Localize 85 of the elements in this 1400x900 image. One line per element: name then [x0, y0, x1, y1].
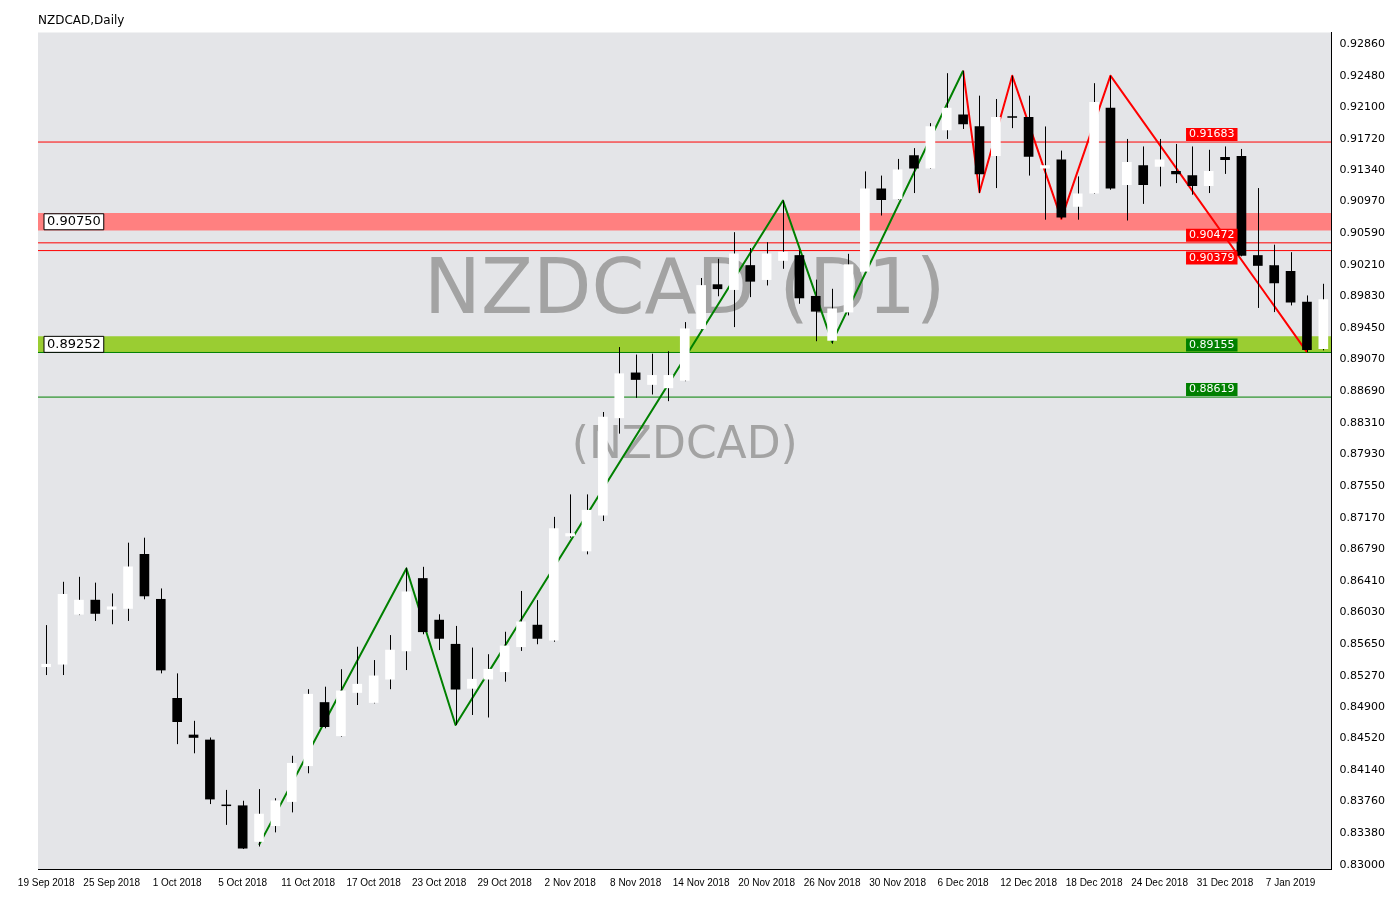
candlestick	[1040, 125, 1050, 221]
candlestick	[1138, 145, 1149, 205]
candlestick	[876, 175, 887, 217]
candlestick	[1220, 145, 1230, 175]
y-tick-label: 0.83760	[1339, 794, 1386, 808]
ref-line-label: 0.90379	[1189, 250, 1235, 264]
ref-line-label: 0.88619	[1189, 382, 1235, 396]
y-tick-label: 0.92860	[1339, 36, 1386, 50]
y-tick-label: 0.88310	[1339, 415, 1386, 429]
x-tick-label: 19 Sep 2018	[17, 876, 75, 888]
candlestick	[1154, 138, 1165, 187]
x-tick-label: 31 Dec 2018	[1196, 876, 1254, 888]
x-tick-label: 7 Jan 2019	[1265, 876, 1316, 888]
x-tick-label: 8 Nov 2018	[610, 876, 662, 888]
candlestick	[467, 647, 477, 716]
x-tick-label: 25 Sep 2018	[83, 876, 141, 888]
y-tick-label: 0.91340	[1339, 163, 1386, 177]
candlestick	[958, 70, 968, 130]
y-tick-label: 0.90210	[1339, 257, 1386, 271]
y-tick-label: 0.89450	[1339, 320, 1386, 334]
ref-line-label: 0.89155	[1189, 337, 1235, 351]
candlestick	[434, 613, 444, 651]
band-label: 0.89252	[47, 335, 101, 351]
candlestick	[663, 350, 674, 402]
y-tick-label: 0.84140	[1339, 762, 1386, 776]
y-tick-label: 0.83000	[1339, 857, 1386, 871]
x-tick-label: 6 Dec 2018	[937, 876, 990, 888]
x-tick-label: 26 Nov 2018	[803, 876, 861, 888]
x-tick-label: 17 Oct 2018	[346, 876, 402, 888]
ref-line-label: 0.91683	[1189, 127, 1235, 141]
candlestick	[172, 672, 183, 745]
x-tick-label: 14 Nov 2018	[672, 876, 730, 888]
chart-title: NZDCAD,Daily	[38, 13, 125, 28]
x-tick-label: 20 Nov 2018	[738, 876, 796, 888]
x-tick-label: 11 Oct 2018	[281, 876, 336, 888]
candlestick	[909, 147, 919, 194]
candlestick	[1269, 244, 1280, 313]
y-tick-label: 0.85650	[1339, 637, 1386, 651]
y-tick-label: 0.84900	[1339, 699, 1386, 713]
y-tick-label: 0.87550	[1339, 478, 1386, 492]
candlestick	[188, 720, 199, 754]
y-tick-label: 0.86790	[1339, 542, 1386, 556]
x-tick-label: 29 Oct 2018	[477, 876, 533, 888]
candlestick	[41, 624, 52, 676]
candlestick	[1253, 187, 1263, 309]
candlestick	[1072, 175, 1083, 221]
y-tick-label: 0.90590	[1339, 225, 1386, 239]
x-tick-label: 12 Dec 2018	[1000, 876, 1058, 888]
y-tick-label: 0.86030	[1339, 605, 1386, 619]
candlestick	[565, 493, 575, 539]
y-tick-label: 0.89830	[1339, 289, 1386, 303]
candlestick	[90, 582, 101, 622]
y-tick-label: 0.92100	[1339, 100, 1386, 114]
candlestick	[352, 646, 363, 706]
y-tick-label: 0.87930	[1339, 447, 1386, 461]
candlestick	[1007, 75, 1018, 129]
candlestick	[941, 72, 952, 140]
x-tick-label: 18 Dec 2018	[1065, 876, 1123, 888]
ref-line-label: 0.90472	[1189, 228, 1235, 242]
x-tick-label: 23 Oct 2018	[411, 876, 467, 888]
x-tick-label: 1 Oct 2018	[152, 876, 203, 888]
y-tick-label: 0.91720	[1339, 131, 1386, 145]
candlestick	[74, 576, 84, 616]
y-tick-label: 0.86410	[1339, 573, 1386, 587]
y-tick-label: 0.92480	[1339, 68, 1386, 82]
x-tick-label: 5 Oct 2018	[218, 876, 268, 888]
candlestick	[106, 592, 117, 625]
x-tick-label: 30 Nov 2018	[869, 876, 927, 888]
y-tick-label: 0.90970	[1339, 194, 1386, 208]
y-tick-label: 0.83380	[1339, 826, 1386, 840]
x-tick-label: 24 Dec 2018	[1131, 876, 1189, 888]
band-label: 0.90750	[47, 213, 101, 229]
y-tick-label: 0.88690	[1339, 384, 1386, 398]
candlestick	[532, 599, 543, 645]
y-tick-label: 0.84520	[1339, 731, 1386, 745]
candlestick	[647, 353, 657, 396]
candlestick	[1171, 143, 1181, 184]
y-tick-label: 0.85270	[1339, 668, 1386, 682]
candlestick	[1122, 138, 1132, 222]
x-tick-label: 2 Nov 2018	[544, 876, 597, 888]
candlestick	[483, 653, 494, 718]
y-tick-label: 0.87170	[1339, 510, 1386, 524]
candlestick	[1187, 145, 1198, 196]
candlestick	[1203, 149, 1214, 194]
y-tick-label: 0.89070	[1339, 352, 1386, 366]
